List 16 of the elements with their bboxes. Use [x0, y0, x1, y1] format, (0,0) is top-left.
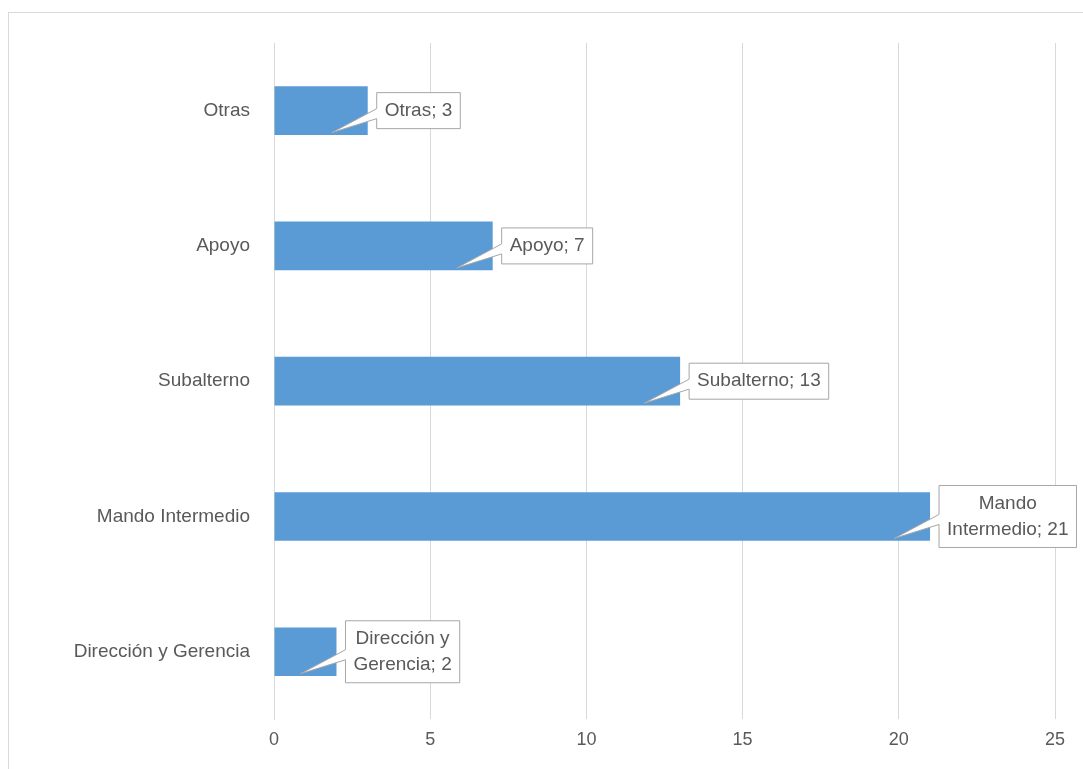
x-tick-label: 0 [268, 729, 280, 750]
data-label: Dirección y Gerencia; 2 [353, 626, 452, 674]
data-label: Apoyo; 7 [509, 234, 585, 256]
x-tick-label: 5 [425, 729, 436, 750]
y-tick-label: Mando Intermedio [96, 504, 250, 526]
data-label: Subalterno; 13 [697, 369, 821, 391]
y-tick-label: Subalterno [158, 369, 250, 391]
y-tick-label: Apoyo [196, 234, 250, 256]
x-tick-label: 10 [576, 729, 597, 750]
y-tick-label: Otras [203, 98, 250, 120]
data-label: Mando Intermedio; 21 [947, 491, 1069, 539]
x-tick-label: 25 [1044, 729, 1066, 750]
y-tick-label: Dirección y Gerencia [73, 639, 251, 661]
data-label: Otras; 3 [384, 98, 453, 120]
x-tick-label: 15 [732, 729, 753, 750]
x-tick-label: 20 [888, 729, 909, 750]
